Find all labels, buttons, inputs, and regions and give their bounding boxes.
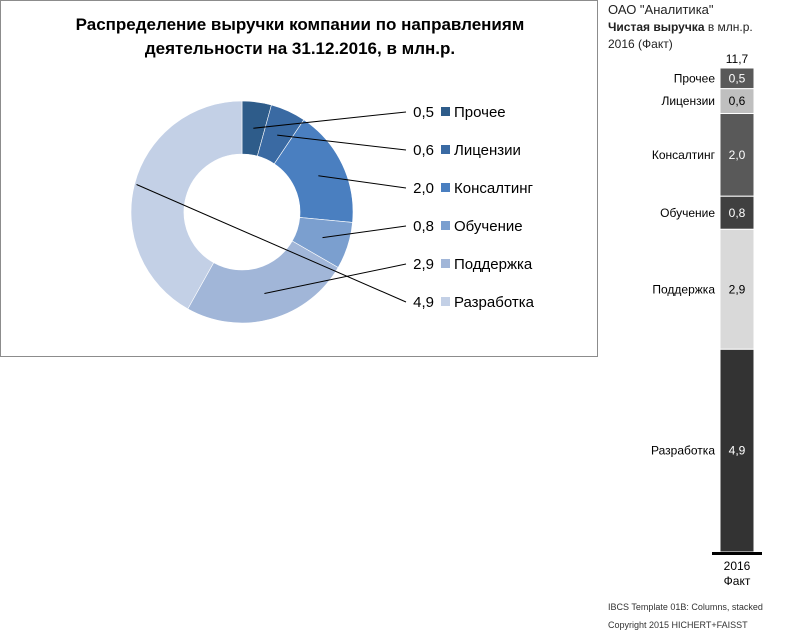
copyright-footnote: Copyright 2015 HICHERT+FAISST [608,620,748,630]
legend-label-1: Прочее [454,104,506,121]
period-type-label: Факт [724,574,751,588]
donut-chart-panel: Распределение выручки компании по направ… [0,0,598,357]
leader-line-2 [277,134,407,151]
chart-title-line-2: деятельности на 31.12.2016, в млн.р. [144,39,456,58]
segment-value-1: 0,5 [729,71,746,85]
segment-value-4: 0,8 [729,206,746,220]
segment-value-5: 2,9 [729,282,746,296]
data-label-2: 0,6 [413,142,434,159]
legend-label-4: Обучение [454,218,523,235]
period-label: 2016 [724,559,751,573]
legend-label-6: Разработка [454,294,535,311]
legend-swatch-4 [441,221,450,230]
measure-bold: Чистая выручка [608,20,705,34]
segment-4 [719,195,755,230]
leader-line-4 [322,225,407,239]
data-label-1: 0,5 [413,104,434,121]
legend-label-5: Поддержка [454,256,533,273]
leader-line-5 [264,263,407,294]
template-footnote: IBCS Template 01B: Columns, stacked [608,602,763,612]
data-label-4: 0,8 [413,218,434,235]
donut-slice-6 [130,100,243,310]
segment-label-5: Поддержка [652,282,715,296]
measure-label: Чистая выручка в млн.р. [608,20,753,34]
leader-line-3 [318,175,407,189]
segment-label-2: Лицензии [661,94,715,108]
legend-swatch-6 [441,297,450,306]
segment-3 [719,113,755,197]
company-name: ОАО "Аналитика" [608,2,714,17]
scenario-label: 2016 (Факт) [608,37,673,51]
chart-title-line-1: Распределение выручки компании по направ… [75,15,525,34]
legend-swatch-1 [441,107,450,116]
measure-unit: в млн.р. [704,20,753,34]
leader-line-1 [253,111,407,129]
segment-6 [719,348,755,553]
legend-label-2: Лицензии [454,142,521,159]
data-label-5: 2,9 [413,256,434,273]
segment-label-3: Консалтинг [652,148,716,162]
segment-label-1: Прочее [674,71,716,85]
legend-swatch-2 [441,145,450,154]
legend-label-3: Консалтинг [454,180,533,197]
segment-value-6: 4,9 [729,444,746,458]
total-label: 11,7 [726,52,749,66]
donut-slice-5 [187,240,339,324]
data-label-6: 4,9 [413,294,434,311]
data-label-3: 2,0 [413,180,434,197]
segment-label-4: Обучение [660,206,715,220]
segment-value-2: 0,6 [729,94,746,108]
segment-value-3: 2,0 [729,148,746,162]
segment-5 [719,228,755,350]
leader-line-6 [136,184,407,303]
segment-2 [719,88,755,115]
legend-swatch-3 [441,183,450,192]
legend-swatch-5 [441,259,450,268]
donut-chart: 0,5 Прочее 0,6 Лицензии 2,0 Консалтинг 0,8 Обуч… [130,100,535,324]
segment-label-6: Разработка [651,444,715,458]
chart-title: Распределение выручки компании по направ… [1,13,599,61]
